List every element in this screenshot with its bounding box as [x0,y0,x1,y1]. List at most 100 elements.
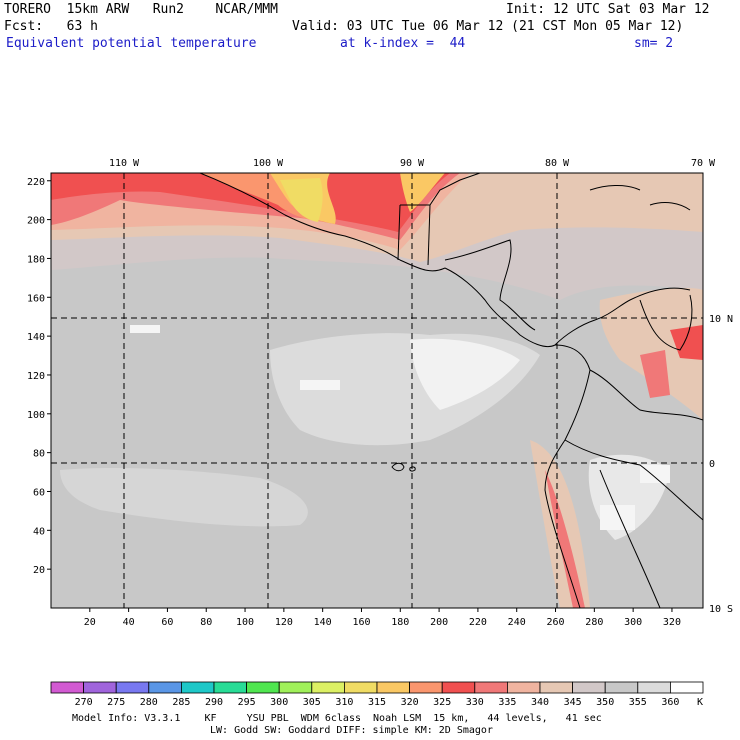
colorbar-label: 275 [107,697,125,708]
y-tick-label: 120 [27,371,45,382]
colorbar-swatch [474,681,508,694]
y-tick-label: 100 [27,410,45,421]
x-tick-label: 60 [161,617,173,628]
colorbar-label: 280 [140,697,158,708]
x-tick-label: 160 [352,617,370,628]
latitude-labels: 10 N 0 10 S [709,314,733,615]
longitude-label: 70 W [691,158,716,169]
coast-yucatan [400,173,481,206]
field-band-315 [280,178,323,222]
field-patch-360 [410,338,520,410]
coast-south-america-pacific [544,344,591,608]
field-colombia-335 [640,350,670,398]
field-band-320b [400,173,445,212]
model-info-line2: LW: Godd SW: Goddard DIFF: simple KM: 2D… [210,725,493,736]
y-axis: 20 40 60 80 100 120 140 160 180 200 220 [27,177,51,576]
longitude-label: 80 W [545,158,570,169]
x-tick-label: 180 [391,617,409,628]
colorbar-label: 285 [172,697,190,708]
colorbar-label: 320 [401,697,419,708]
colorbar-swatch [409,681,443,694]
colorbar-swatch [604,681,639,694]
border-mexico-guatemala [397,204,401,261]
coastlines [199,173,703,608]
colorbar-swatch [180,681,215,694]
border-guatemala-belize [427,204,431,266]
colorbar-unit: K [697,697,703,708]
colorbar-label: 310 [335,697,353,708]
x-tick-label: 260 [546,617,564,628]
y-tick-label: 20 [33,565,45,576]
colorbar-swatch [441,681,476,694]
colorbar-labels: 270 275 280 285 290 295 300 305 310 315 320 325 330 3… [75,697,680,708]
latitude-label: 10 N [709,314,733,325]
colorbar-label: 345 [564,697,582,708]
coast-venezuela [639,294,693,351]
colorbar-swatch [115,681,150,694]
smoothing: sm= 2 [634,36,674,51]
colorbar-swatch [246,681,280,694]
colorbar-label: 270 [75,697,93,708]
field-colombia-330 [670,325,703,360]
x-tick-label: 300 [624,617,642,628]
x-tick-label: 80 [200,617,212,628]
y-tick-label: 200 [27,216,45,227]
colorbar-swatch [572,681,606,694]
coast-mexico-pacific [199,173,446,272]
coast-colombia-north [554,287,691,346]
y-tick-label: 220 [27,177,45,188]
border-peru-brazil [599,469,661,608]
field-name: Equivalent potential temperature [6,36,257,51]
colorbar-swatch [539,681,573,694]
x-tick-label: 200 [430,617,448,628]
init-time: Init: 12 UTC Sat 03 Mar 12 [506,2,710,17]
field-patch-360e [600,505,635,530]
y-tick-label: 60 [33,487,45,498]
field-band-355b [60,467,308,527]
colorbar-label: 290 [205,697,223,708]
colorbar-label: 305 [303,697,321,708]
colorbar-label: 350 [596,697,614,708]
colorbar-swatch [148,681,182,694]
field-sa-coast-335 [545,470,585,608]
colorbar-swatch [376,681,410,694]
x-tick-label: 220 [469,617,487,628]
coast-central-america-pacific [444,267,556,348]
x-tick-label: 40 [123,617,135,628]
x-axis: 20 40 60 80 100 120 140 160 180 200 220 240 260 280 30… [84,608,681,628]
y-tick-label: 180 [27,254,45,265]
y-tick-label: 160 [27,293,45,304]
forecast-hour: Fcst: 63 h [4,19,98,34]
colorbar-swatch [278,681,313,694]
colorbar-swatch [637,681,671,694]
colorbar-swatch [213,681,247,694]
x-tick-label: 140 [314,617,332,628]
latitude-label: 10 S [709,604,733,615]
field-patch-360d [640,465,670,483]
border-ecuador-peru [564,439,703,521]
valid-time: Valid: 03 UTC Tue 06 Mar 12 (21 CST Mon … [292,19,684,34]
x-tick-label: 240 [508,617,526,628]
colorbar-swatch [343,681,378,694]
k-index: at k-index = 44 [340,36,466,51]
longitude-label: 100 W [253,158,284,169]
y-tick-label: 40 [33,526,45,537]
longitude-label: 110 W [109,158,140,169]
colorbar-label: 295 [238,697,256,708]
x-tick-label: 100 [236,617,254,628]
longitude-labels: 110 W 100 W 90 W 80 W 70 W [109,158,716,169]
plot-frame [50,172,704,609]
galapagos-islands [391,462,405,472]
colorbar-label: 355 [629,697,647,708]
colorbar-swatch [83,681,117,694]
colorbar-label: 335 [498,697,516,708]
x-tick-label: 120 [275,617,293,628]
colorbar [50,681,704,694]
colorbar-label: 340 [531,697,549,708]
coast-cuba [589,185,641,191]
colorbar-swatch [50,681,84,694]
y-tick-label: 140 [27,332,45,343]
colorbar-swatch [311,681,345,694]
field-patch-360c [300,380,340,390]
